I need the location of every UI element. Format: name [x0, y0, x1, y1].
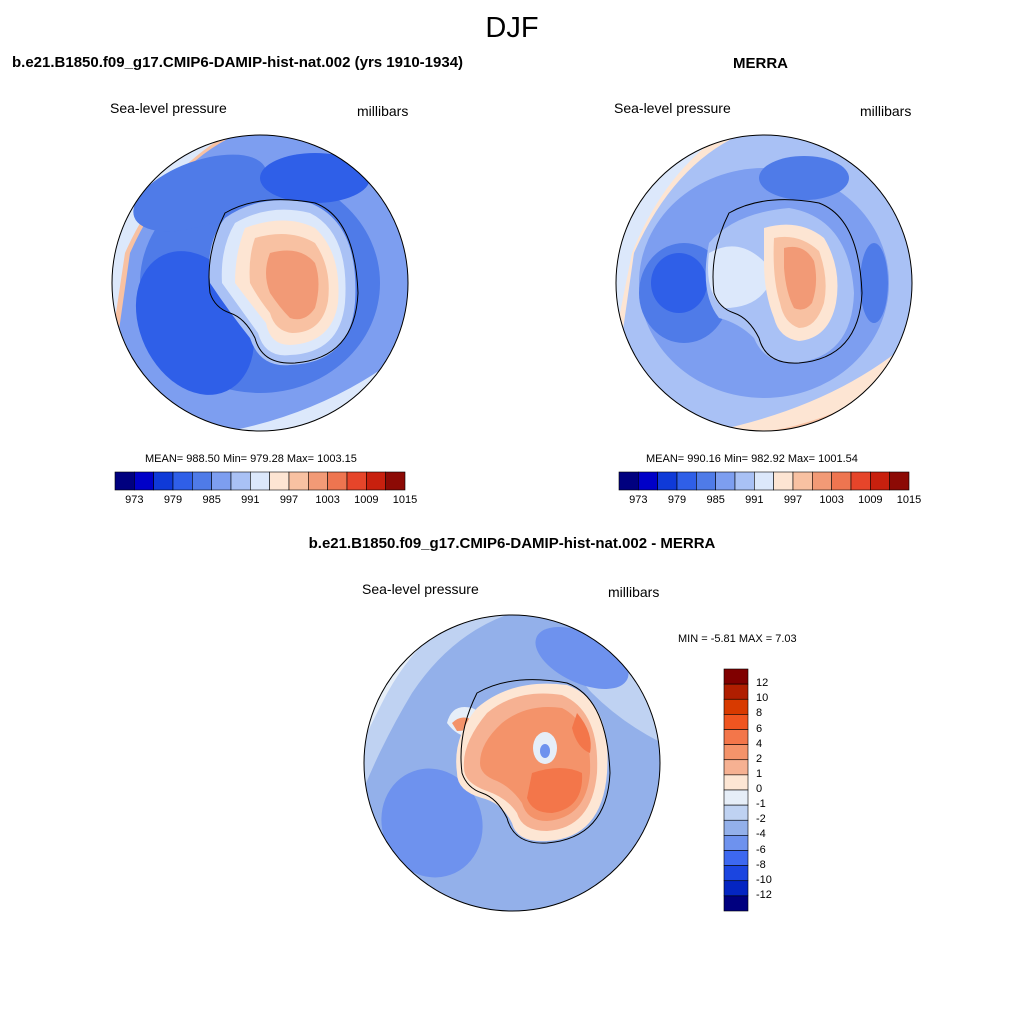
colorbar-swatch — [734, 471, 755, 491]
panel1-stats: MEAN= 988.50 Min= 979.28 Max= 1003.15 — [145, 453, 357, 465]
colorbar-swatch — [723, 835, 749, 851]
panel3-map — [363, 614, 661, 912]
colorbar-tick-label: 1003 — [315, 494, 340, 506]
colorbar-tick-label: 1003 — [819, 494, 844, 506]
colorbar-swatch — [134, 471, 154, 491]
colorbar-swatch — [676, 471, 697, 491]
colorbar-swatch — [172, 471, 193, 491]
colorbar-swatch — [792, 471, 813, 491]
colorbar-swatch — [250, 471, 270, 491]
colorbar-tick-label: 1015 — [392, 494, 418, 506]
colorbar-tick-label: 0 — [756, 783, 763, 795]
colorbar-tick-label: 973 — [629, 494, 648, 506]
colorbar-tick-label: -4 — [756, 828, 766, 841]
colorbar-tick-label: 991 — [745, 494, 764, 506]
panel2-map — [615, 134, 913, 432]
colorbar-tick-label: 1015 — [896, 494, 922, 506]
colorbar-swatch — [308, 471, 328, 491]
panel3-colorbar — [723, 668, 749, 912]
colorbar-swatch — [723, 850, 749, 866]
panel1-units-label: millibars — [357, 103, 409, 119]
colorbar-tick-label: 12 — [756, 677, 769, 690]
colorbar-tick-label: -12 — [756, 888, 772, 901]
colorbar-tick-label: 1 — [756, 767, 763, 780]
panel1-variable-label: Sea-level pressure — [110, 100, 227, 116]
colorbar-swatch — [812, 471, 832, 491]
colorbar-tick-label: 2 — [756, 752, 763, 765]
colorbar-tick-label: -8 — [756, 858, 766, 871]
panel1-map — [111, 134, 409, 432]
colorbar-swatch — [723, 895, 749, 912]
colorbar-swatch — [723, 774, 749, 791]
colorbar-swatch — [288, 471, 309, 491]
colorbar-swatch — [723, 880, 749, 897]
colorbar-tick-label: 4 — [756, 737, 763, 750]
colorbar-swatch — [211, 471, 232, 491]
panel1-colorbar-labels: 973 979 985 991 997 1003 1009 1015 — [115, 494, 417, 508]
colorbar-swatch — [114, 471, 135, 491]
colorbar-swatch — [192, 471, 212, 491]
colorbar-swatch — [870, 471, 890, 491]
panel1-colorbar — [114, 471, 406, 491]
panel2-variable-label: Sea-level pressure — [614, 100, 731, 116]
colorbar-tick-label: 985 — [706, 494, 725, 506]
colorbar-tick-label: 973 — [125, 494, 144, 506]
panel2-units-label: millibars — [860, 103, 912, 119]
colorbar-swatch — [269, 471, 290, 491]
panel2-colorbar-labels: 973 979 985 991 997 1003 1009 1015 — [619, 494, 921, 508]
colorbar-tick-label: 8 — [756, 707, 763, 720]
colorbar-swatch — [327, 471, 348, 491]
colorbar-swatch — [696, 471, 716, 491]
colorbar-tick-label: 997 — [783, 494, 803, 506]
panel3-variable-label: Sea-level pressure — [362, 581, 479, 597]
colorbar-tick-label: 991 — [241, 494, 260, 506]
colorbar-swatch — [723, 668, 749, 685]
panel2-stats: MEAN= 990.16 Min= 982.92 Max= 1001.54 — [646, 453, 858, 465]
colorbar-swatch — [889, 471, 910, 491]
colorbar-swatch — [346, 471, 367, 491]
colorbar-tick-label: 979 — [163, 494, 183, 506]
colorbar-tick-label: 979 — [667, 494, 687, 506]
colorbar-swatch — [657, 471, 678, 491]
colorbar-swatch — [230, 471, 251, 491]
colorbar-swatch — [723, 819, 749, 836]
colorbar-swatch — [723, 865, 749, 882]
colorbar-swatch — [723, 683, 749, 700]
colorbar-swatch — [773, 471, 794, 491]
colorbar-swatch — [723, 698, 749, 715]
colorbar-swatch — [831, 471, 852, 491]
colorbar-swatch — [366, 471, 386, 491]
panel1-title: b.e21.B1850.f09_g17.CMIP6-DAMIP-hist-nat… — [12, 54, 464, 71]
panel3-colorbar-labels: 12 10 8 6 4 2 1 0 -1 -2 -4 -6 -8 -10 -12 — [756, 669, 796, 911]
main-title: DJF — [485, 12, 539, 44]
colorbar-tick-label: 1009 — [354, 494, 379, 506]
colorbar-swatch — [754, 471, 774, 491]
colorbar-swatch — [723, 714, 749, 730]
colorbar-tick-label: 985 — [202, 494, 221, 506]
colorbar-swatch — [723, 789, 749, 806]
colorbar-tick-label: 10 — [756, 692, 769, 705]
colorbar-tick-label: 997 — [279, 494, 299, 506]
panel3-stats: MIN = -5.81 MAX = 7.03 — [678, 633, 797, 645]
panel2-title: MERRA — [733, 55, 788, 72]
colorbar-tick-label: 1009 — [858, 494, 883, 506]
colorbar-swatch — [638, 471, 658, 491]
colorbar-swatch — [723, 729, 749, 745]
colorbar-swatch — [723, 804, 749, 821]
panel3-units-label: millibars — [608, 584, 660, 600]
colorbar-swatch — [153, 471, 174, 491]
colorbar-tick-label: 6 — [756, 722, 763, 735]
colorbar-swatch — [618, 471, 639, 491]
panel3-title: b.e21.B1850.f09_g17.CMIP6-DAMIP-hist-nat… — [308, 535, 716, 552]
colorbar-swatch — [385, 471, 406, 491]
colorbar-tick-label: -1 — [756, 798, 766, 811]
colorbar-swatch — [850, 471, 871, 491]
colorbar-tick-label: -10 — [756, 873, 772, 886]
colorbar-tick-label: -2 — [756, 813, 766, 826]
colorbar-swatch — [715, 471, 736, 491]
panel2-colorbar — [618, 471, 910, 491]
colorbar-swatch — [723, 759, 749, 776]
colorbar-swatch — [723, 744, 749, 761]
colorbar-tick-label: -6 — [756, 843, 766, 856]
